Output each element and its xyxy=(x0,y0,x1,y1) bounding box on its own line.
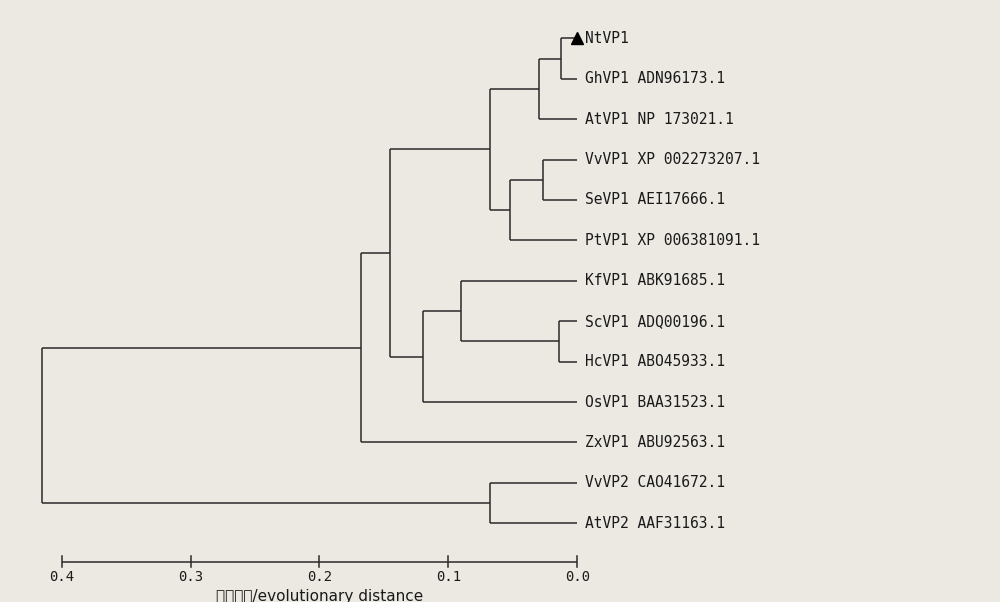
Text: OsVP1 BAA31523.1: OsVP1 BAA31523.1 xyxy=(585,394,725,409)
Text: 0.4: 0.4 xyxy=(49,570,74,584)
Text: AtVP2 AAF31163.1: AtVP2 AAF31163.1 xyxy=(585,516,725,531)
Text: VvVP1 XP 002273207.1: VvVP1 XP 002273207.1 xyxy=(585,152,760,167)
Text: 0.3: 0.3 xyxy=(178,570,203,584)
Text: KfVP1 ABK91685.1: KfVP1 ABK91685.1 xyxy=(585,273,725,288)
Text: GhVP1 ADN96173.1: GhVP1 ADN96173.1 xyxy=(585,71,725,86)
Text: 0.0: 0.0 xyxy=(565,570,590,584)
Text: SeVP1 AEI17666.1: SeVP1 AEI17666.1 xyxy=(585,193,725,208)
Text: 0.1: 0.1 xyxy=(436,570,461,584)
Text: ScVP1 ADQ00196.1: ScVP1 ADQ00196.1 xyxy=(585,314,725,329)
Text: NtVP1: NtVP1 xyxy=(585,31,629,46)
Text: AtVP1 NP 173021.1: AtVP1 NP 173021.1 xyxy=(585,111,734,126)
Text: PtVP1 XP 006381091.1: PtVP1 XP 006381091.1 xyxy=(585,233,760,248)
Text: ZxVP1 ABU92563.1: ZxVP1 ABU92563.1 xyxy=(585,435,725,450)
Text: HcVP1 ABO45933.1: HcVP1 ABO45933.1 xyxy=(585,354,725,369)
Text: VvVP2 CAO41672.1: VvVP2 CAO41672.1 xyxy=(585,476,725,491)
Text: 进化距离/evolutionary distance: 进化距离/evolutionary distance xyxy=(216,589,423,602)
Text: 0.2: 0.2 xyxy=(307,570,332,584)
